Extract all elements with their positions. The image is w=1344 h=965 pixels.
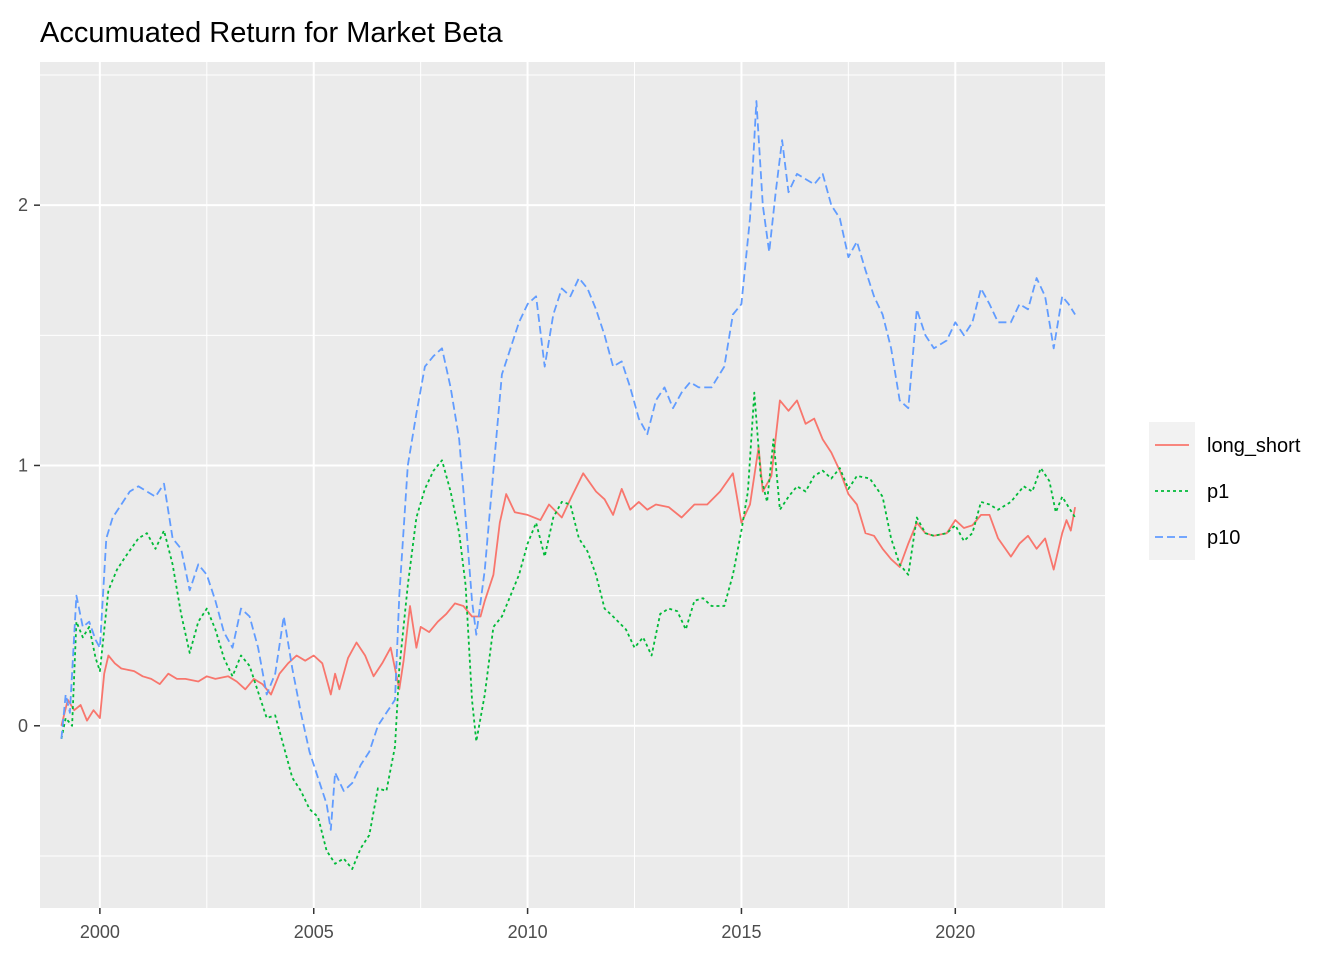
- x-tick-label: 2015: [721, 922, 761, 942]
- y-tick-label: 2: [18, 195, 28, 215]
- plot-panel: [40, 62, 1105, 908]
- x-tick-label: 2010: [508, 922, 548, 942]
- series-line-p10: [60, 100, 1076, 831]
- y-axis: 0 1 2: [18, 195, 40, 736]
- x-tick-label: 2000: [80, 922, 120, 942]
- series-line-p1: [60, 391, 1076, 870]
- y-tick-label: 0: [18, 716, 28, 736]
- x-tick-label: 2020: [935, 922, 975, 942]
- legend-label: p1: [1207, 481, 1229, 503]
- x-tick-label: 2005: [294, 922, 334, 942]
- series-layer: [60, 100, 1076, 870]
- series-line-long-short: [60, 399, 1076, 727]
- grid-major: [40, 62, 1105, 908]
- grid-minor: [40, 62, 1105, 908]
- legend: long_short p1 p10: [1149, 422, 1301, 560]
- legend-label: long_short: [1207, 435, 1301, 457]
- chart-title: Accumuated Return for Market Beta: [40, 17, 503, 49]
- y-tick-label: 1: [18, 455, 28, 475]
- legend-label: p10: [1207, 527, 1240, 549]
- x-axis: 2000 2005 2010 2015 2020: [80, 908, 975, 942]
